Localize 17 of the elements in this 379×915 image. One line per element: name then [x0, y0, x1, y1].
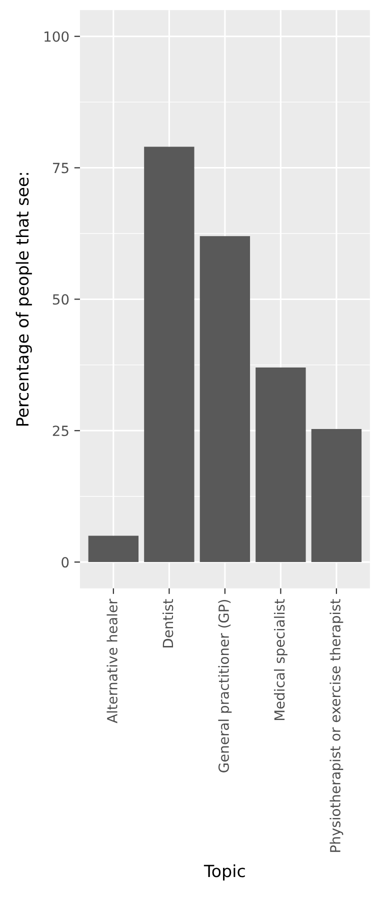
- bar: [88, 536, 139, 562]
- bar: [200, 236, 250, 562]
- x-tick-label: Physiotherapist or exercise therapist: [330, 599, 344, 852]
- bar: [144, 146, 194, 562]
- x-axis-title: Topic: [204, 864, 245, 880]
- y-tick-label: 100: [44, 31, 69, 42]
- y-tick-label: 75: [53, 162, 68, 174]
- x-tick-label: Medical specialist: [274, 599, 288, 720]
- x-tick-label: Dentist: [162, 599, 174, 648]
- y-tick-label: 0: [62, 557, 69, 568]
- bar: [256, 368, 306, 562]
- y-tick-label: 25: [52, 426, 68, 436]
- y-axis-title: Percentage of people that see:: [16, 173, 32, 426]
- x-tick-label: General practitioner (GP): [218, 600, 232, 772]
- x-tick-label: Alternative healer: [106, 598, 118, 724]
- bar: [311, 429, 362, 562]
- y-tick-label: 50: [52, 294, 69, 305]
